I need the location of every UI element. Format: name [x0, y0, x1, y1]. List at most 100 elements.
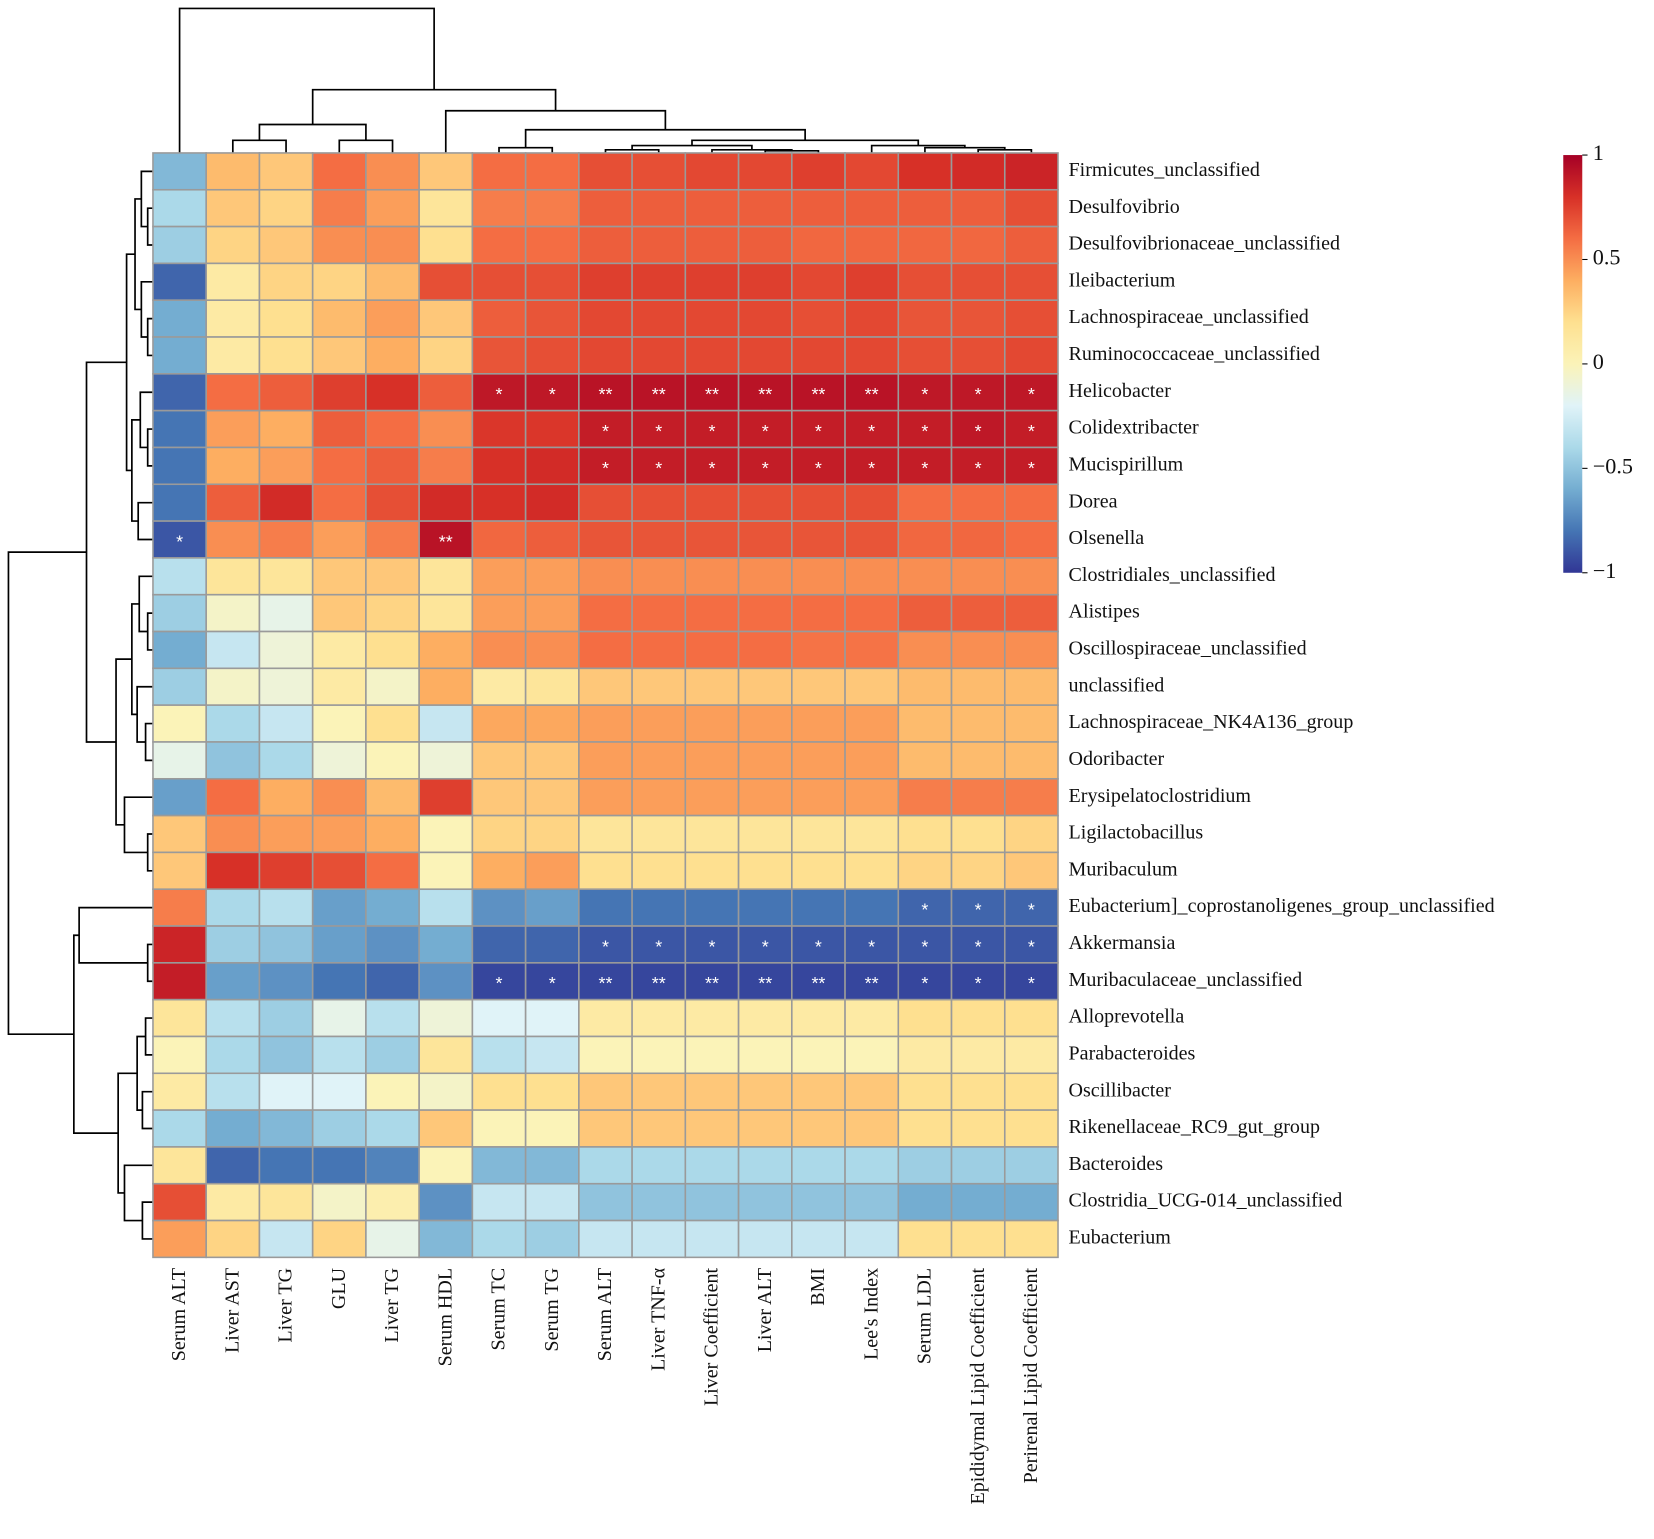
heat-cell — [737, 704, 793, 743]
heat-cell — [258, 1182, 314, 1222]
heat-cell — [631, 557, 687, 596]
heat-cell — [791, 667, 846, 706]
heat-cell — [897, 593, 953, 633]
heat-cell — [205, 593, 261, 633]
heat-cell — [418, 262, 474, 301]
heat-cell — [737, 998, 793, 1038]
heat-cell — [684, 483, 740, 522]
heat-cell — [524, 1072, 580, 1111]
heat-cell — [631, 888, 687, 927]
heat-cell — [950, 299, 1006, 338]
heat-cell — [418, 925, 474, 964]
heat-cell — [684, 299, 740, 338]
heat-cell — [524, 225, 580, 265]
colorbar-tick-label: −1 — [1593, 558, 1617, 583]
heat-cell — [737, 851, 793, 891]
heat-cell — [311, 188, 367, 228]
heat-cell — [684, 1219, 740, 1259]
heat-cell — [897, 1035, 953, 1075]
heat-cell — [791, 262, 846, 301]
significance-label: * — [1028, 384, 1035, 404]
heat-cell — [524, 446, 580, 486]
column-label: Liver TG — [381, 1268, 403, 1343]
heat-cell — [950, 998, 1006, 1038]
heat-cell — [950, 557, 1006, 596]
heat-cell — [737, 630, 793, 670]
heat-cell — [205, 888, 261, 927]
row-label: Parabacteroides — [1069, 1042, 1196, 1064]
heat-cell — [1003, 557, 1059, 596]
column-label: Lee's Index — [860, 1268, 882, 1360]
column-label: Liver Coefficient — [701, 1267, 723, 1406]
heat-cell — [311, 667, 367, 706]
heat-cell — [418, 225, 474, 265]
dendrogram-branch — [85, 361, 127, 743]
heat-cell — [152, 593, 207, 633]
heat-cell — [684, 704, 740, 743]
heat-cell — [578, 557, 633, 596]
row-label: Colidextribacter — [1069, 417, 1199, 439]
significance-label: * — [921, 936, 928, 956]
heat-cell — [791, 851, 846, 891]
heat-cell — [684, 336, 740, 375]
heat-cell — [205, 667, 261, 706]
heat-cell — [791, 1219, 846, 1259]
heat-cell — [737, 888, 793, 927]
heat-cell — [897, 777, 953, 817]
heat-cell — [258, 409, 314, 449]
heat-cell — [1003, 704, 1059, 743]
heat-cell — [152, 814, 207, 854]
heat-cell — [258, 373, 314, 412]
heat-cell — [365, 1072, 420, 1111]
heat-cell — [950, 409, 1006, 449]
heat-cell — [311, 741, 367, 780]
heat-cell — [524, 409, 580, 449]
heat-cell — [418, 520, 474, 559]
heat-cell — [791, 1035, 846, 1075]
heat-cell — [791, 188, 846, 228]
heat-cell — [152, 409, 207, 449]
heat-cell — [471, 814, 527, 854]
heat-cell — [578, 446, 633, 486]
heat-cell — [152, 557, 207, 596]
significance-label: ** — [811, 973, 825, 993]
heat-cell — [684, 1035, 740, 1075]
heat-cell — [471, 1182, 527, 1222]
heat-cell — [737, 1182, 793, 1222]
heat-cell — [205, 1072, 261, 1111]
heat-cell — [258, 667, 314, 706]
heat-cell — [365, 1035, 420, 1075]
heat-cell — [578, 851, 633, 891]
heat-cell — [737, 1146, 793, 1185]
heat-cell — [631, 667, 687, 706]
significance-label: * — [921, 384, 928, 404]
heat-cell — [684, 446, 740, 486]
heat-cell — [152, 925, 207, 964]
row-label: Desulfovibrionaceae_unclassified — [1069, 233, 1340, 255]
heat-cell — [311, 962, 367, 1001]
heat-cell — [950, 336, 1006, 375]
heat-cell — [365, 446, 420, 486]
heat-cell — [950, 1109, 1006, 1148]
heat-cell — [311, 888, 367, 927]
heat-cell — [950, 483, 1006, 522]
dendrogram-branch — [144, 722, 153, 762]
heat-cell — [311, 851, 367, 891]
significance-label: * — [975, 936, 982, 956]
row-label: Muribaculaceae_unclassified — [1069, 969, 1303, 991]
heat-cell — [311, 593, 367, 633]
heat-cell — [471, 998, 527, 1038]
significance-label: ** — [652, 384, 666, 404]
row-label: Ligilactobacillus — [1069, 822, 1204, 844]
heat-cell — [791, 888, 846, 927]
row-label: Erysipelatoclostridium — [1069, 785, 1252, 807]
heat-cell — [524, 188, 580, 228]
heat-cell — [524, 262, 580, 301]
row-label: Ruminococcaceae_unclassified — [1069, 343, 1320, 365]
row-label: Bacteroides — [1069, 1153, 1164, 1175]
heat-cell — [950, 741, 1006, 780]
heat-cell — [897, 814, 953, 854]
heat-cell — [471, 1109, 527, 1148]
heat-cell — [1003, 188, 1059, 228]
